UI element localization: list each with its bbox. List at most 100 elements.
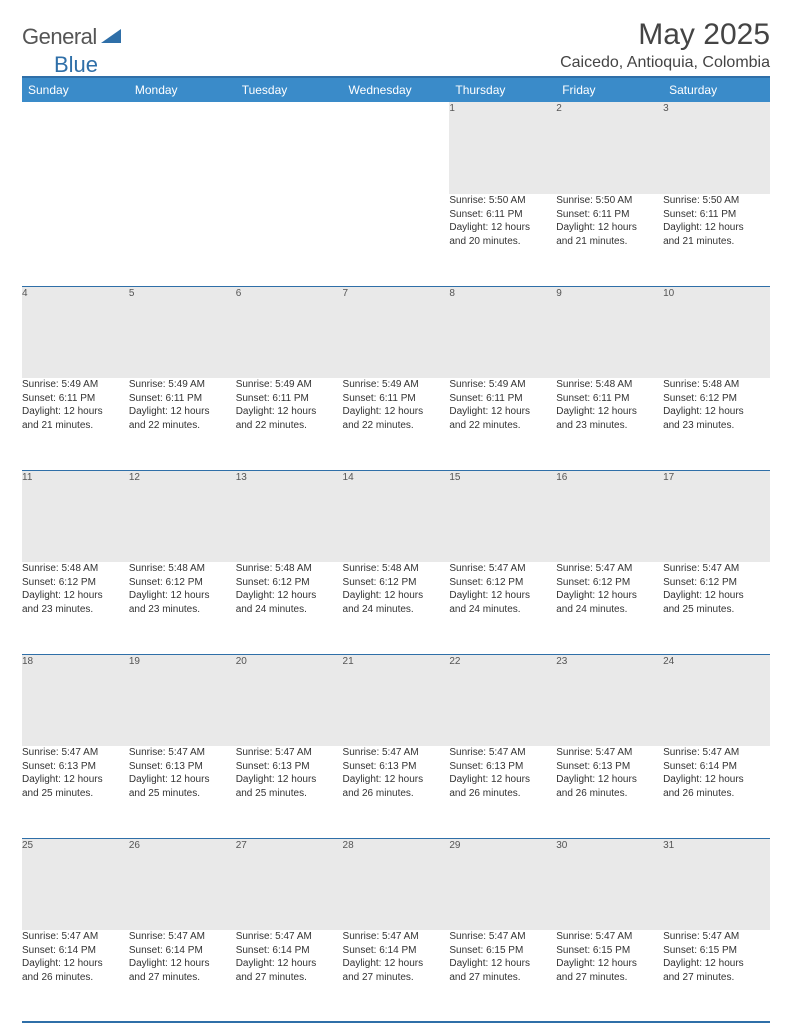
day-number-cell: 21	[343, 654, 450, 746]
day-d2: and 24 minutes.	[556, 603, 663, 617]
day-d1: Daylight: 12 hours	[22, 589, 129, 603]
weekday-tuesday: Tuesday	[236, 77, 343, 102]
day-d1: Daylight: 12 hours	[22, 957, 129, 971]
day-number-cell: 5	[129, 286, 236, 378]
day-detail-cell: Sunrise: 5:47 AMSunset: 6:15 PMDaylight:…	[556, 930, 663, 1022]
page-header: General May 2025 Caicedo, Antioquia, Col…	[22, 18, 770, 72]
day-d2: and 21 minutes.	[663, 235, 770, 249]
day-ss: Sunset: 6:14 PM	[22, 944, 129, 958]
day-detail-cell: Sunrise: 5:47 AMSunset: 6:14 PMDaylight:…	[129, 930, 236, 1022]
day-d1: Daylight: 12 hours	[663, 957, 770, 971]
day-d2: and 26 minutes.	[556, 787, 663, 801]
day-number-cell: 26	[129, 838, 236, 930]
day-ss: Sunset: 6:14 PM	[236, 944, 343, 958]
day-sr: Sunrise: 5:47 AM	[236, 930, 343, 944]
day-ss: Sunset: 6:11 PM	[449, 392, 556, 406]
day-detail-cell: Sunrise: 5:47 AMSunset: 6:15 PMDaylight:…	[449, 930, 556, 1022]
day-number-cell: 8	[449, 286, 556, 378]
day-d1: Daylight: 12 hours	[22, 773, 129, 787]
day-detail-cell: Sunrise: 5:47 AMSunset: 6:14 PMDaylight:…	[236, 930, 343, 1022]
day-number-cell: 18	[22, 654, 129, 746]
day-ss: Sunset: 6:12 PM	[343, 576, 450, 590]
day-d1: Daylight: 12 hours	[663, 405, 770, 419]
day-number-cell: 6	[236, 286, 343, 378]
day-sr: Sunrise: 5:48 AM	[663, 378, 770, 392]
day-ss: Sunset: 6:13 PM	[343, 760, 450, 774]
day-d1: Daylight: 12 hours	[663, 589, 770, 603]
day-number-cell: 12	[129, 470, 236, 562]
day-d2: and 21 minutes.	[556, 235, 663, 249]
day-number-cell: 22	[449, 654, 556, 746]
day-ss: Sunset: 6:13 PM	[449, 760, 556, 774]
day-number-cell	[129, 102, 236, 194]
day-detail-cell: Sunrise: 5:49 AMSunset: 6:11 PMDaylight:…	[22, 378, 129, 470]
day-sr: Sunrise: 5:47 AM	[663, 930, 770, 944]
day-number-cell: 28	[343, 838, 450, 930]
day-detail-cell: Sunrise: 5:48 AMSunset: 6:12 PMDaylight:…	[236, 562, 343, 654]
day-detail-cell: Sunrise: 5:47 AMSunset: 6:13 PMDaylight:…	[22, 746, 129, 838]
day-ss: Sunset: 6:12 PM	[556, 576, 663, 590]
detail-row: Sunrise: 5:48 AMSunset: 6:12 PMDaylight:…	[22, 562, 770, 654]
day-d1: Daylight: 12 hours	[236, 589, 343, 603]
day-number-cell: 27	[236, 838, 343, 930]
day-ss: Sunset: 6:11 PM	[556, 208, 663, 222]
day-detail-cell: Sunrise: 5:49 AMSunset: 6:11 PMDaylight:…	[343, 378, 450, 470]
day-number-cell: 14	[343, 470, 450, 562]
day-number-cell: 2	[556, 102, 663, 194]
day-ss: Sunset: 6:15 PM	[556, 944, 663, 958]
day-d2: and 25 minutes.	[663, 603, 770, 617]
day-d1: Daylight: 12 hours	[449, 957, 556, 971]
weekday-wednesday: Wednesday	[343, 77, 450, 102]
calendar-table: SundayMondayTuesdayWednesdayThursdayFrid…	[22, 76, 770, 1023]
day-d1: Daylight: 12 hours	[556, 405, 663, 419]
day-d2: and 27 minutes.	[449, 971, 556, 985]
day-number-cell: 20	[236, 654, 343, 746]
day-d1: Daylight: 12 hours	[449, 773, 556, 787]
day-sr: Sunrise: 5:47 AM	[236, 746, 343, 760]
day-d2: and 23 minutes.	[556, 419, 663, 433]
day-d1: Daylight: 12 hours	[129, 957, 236, 971]
day-sr: Sunrise: 5:47 AM	[556, 746, 663, 760]
day-number-cell: 24	[663, 654, 770, 746]
day-sr: Sunrise: 5:47 AM	[556, 562, 663, 576]
day-d2: and 23 minutes.	[129, 603, 236, 617]
weekday-sunday: Sunday	[22, 77, 129, 102]
day-number-cell	[343, 102, 450, 194]
day-sr: Sunrise: 5:47 AM	[343, 930, 450, 944]
day-d2: and 26 minutes.	[663, 787, 770, 801]
day-d2: and 26 minutes.	[449, 787, 556, 801]
day-detail-cell: Sunrise: 5:49 AMSunset: 6:11 PMDaylight:…	[129, 378, 236, 470]
day-ss: Sunset: 6:11 PM	[129, 392, 236, 406]
day-d2: and 23 minutes.	[663, 419, 770, 433]
day-detail-cell: Sunrise: 5:47 AMSunset: 6:13 PMDaylight:…	[129, 746, 236, 838]
day-sr: Sunrise: 5:49 AM	[449, 378, 556, 392]
day-ss: Sunset: 6:11 PM	[663, 208, 770, 222]
day-d2: and 24 minutes.	[449, 603, 556, 617]
day-d2: and 27 minutes.	[663, 971, 770, 985]
day-d2: and 23 minutes.	[22, 603, 129, 617]
day-number-cell: 4	[22, 286, 129, 378]
day-ss: Sunset: 6:13 PM	[236, 760, 343, 774]
day-ss: Sunset: 6:14 PM	[129, 944, 236, 958]
day-d1: Daylight: 12 hours	[129, 405, 236, 419]
day-sr: Sunrise: 5:48 AM	[556, 378, 663, 392]
day-d1: Daylight: 12 hours	[663, 221, 770, 235]
day-sr: Sunrise: 5:47 AM	[556, 930, 663, 944]
day-number-cell: 19	[129, 654, 236, 746]
day-d2: and 26 minutes.	[343, 787, 450, 801]
day-ss: Sunset: 6:12 PM	[663, 392, 770, 406]
day-d1: Daylight: 12 hours	[236, 405, 343, 419]
day-d2: and 22 minutes.	[343, 419, 450, 433]
day-sr: Sunrise: 5:47 AM	[449, 562, 556, 576]
day-number-cell	[22, 102, 129, 194]
day-d1: Daylight: 12 hours	[236, 773, 343, 787]
weekday-friday: Friday	[556, 77, 663, 102]
day-sr: Sunrise: 5:47 AM	[449, 930, 556, 944]
weekday-thursday: Thursday	[449, 77, 556, 102]
day-d2: and 22 minutes.	[129, 419, 236, 433]
day-d2: and 22 minutes.	[449, 419, 556, 433]
day-number-cell: 3	[663, 102, 770, 194]
day-detail-cell: Sunrise: 5:48 AMSunset: 6:12 PMDaylight:…	[343, 562, 450, 654]
day-detail-cell: Sunrise: 5:47 AMSunset: 6:13 PMDaylight:…	[343, 746, 450, 838]
logo-triangle-icon	[101, 27, 121, 48]
